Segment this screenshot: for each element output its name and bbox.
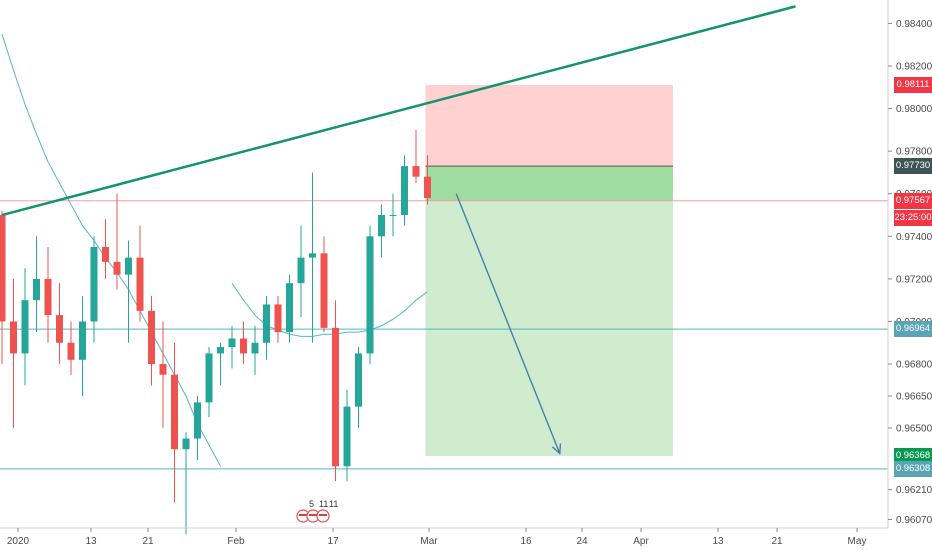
projection-arrow-shaft[interactable] [455,193,561,454]
time-tick-label: 13 [85,536,97,547]
candlesticks [0,129,431,535]
position-zones [425,84,674,457]
candle-body[interactable] [297,257,305,284]
candle-body[interactable] [401,166,408,216]
price-tick-label: 0.96500 [896,423,932,434]
price-label-badge: 0.96368 [894,448,932,465]
price-tick-label: 0.97200 [896,274,932,285]
price-label-badge: 0.96964 [894,321,932,338]
moving-average-line [1,33,428,467]
candle-body[interactable] [148,310,155,365]
time-tick-label: 2020 [7,536,30,547]
time-axis: 2020 13 21 Feb 17 Mar 16 24 Apr 13 21 May [7,528,867,547]
candle-body[interactable] [113,261,121,275]
price-label-badge: 0.96308 [894,460,932,477]
candle-body[interactable] [378,215,385,237]
event-markers: 5 11 11 [296,499,338,523]
candle-body[interactable] [366,236,374,354]
time-tick-label: Mar [420,536,438,547]
take-profit-zone[interactable] [425,166,674,457]
candle-body[interactable] [56,315,63,343]
candle-body[interactable] [251,342,259,354]
trendline [1,5,796,217]
candle-body[interactable] [412,166,420,177]
candle-body[interactable] [21,300,29,354]
price-tick-label: 0.96210 [896,485,932,496]
price-tick-label: 0.96650 [896,392,932,403]
time-tick-label: 24 [576,536,588,547]
price-label-badge: 0.98111 [894,76,932,93]
time-tick-label: Feb [227,536,245,547]
price-tick-label: 0.96800 [896,360,932,371]
stop-loss-zone[interactable] [425,84,674,167]
price-tick-label: 0.97400 [896,232,932,243]
moving-average-segment [231,282,428,337]
time-tick-label: 21 [142,536,154,547]
open-profit-zone [425,166,673,201]
candle-body[interactable] [79,321,86,360]
candle-body[interactable] [0,215,6,322]
candle-body[interactable] [67,342,75,360]
candle-body[interactable] [228,338,236,348]
candle-body[interactable] [90,246,98,322]
projection-arrow-head [551,443,562,455]
candle-body[interactable] [320,253,328,328]
time-tick-label: May [848,536,867,547]
event-count: 11 [329,499,338,509]
flag-stripe [319,514,327,516]
candle-body[interactable] [286,283,293,333]
bar-countdown-badge: 23:25:00 [894,209,932,226]
flag-stripe [309,514,317,516]
time-tick-label: Apr [633,536,649,547]
candle-body[interactable] [136,257,144,311]
price-tick-label: 0.96070 [896,515,932,526]
price-tick-label: 0.98000 [896,104,932,115]
candle-body[interactable] [171,374,178,450]
time-tick-label: 21 [771,536,783,547]
event-count: 5 [309,499,314,509]
candle-body[interactable] [10,321,17,354]
event-count: 11 [319,499,328,509]
time-tick-label: 13 [712,536,724,547]
price-tick-label: 0.98200 [896,62,932,73]
flag-stripe [299,514,307,516]
candle-body[interactable] [44,278,52,316]
candle-body[interactable] [240,338,247,354]
price-label-badge: 0.97567 [894,192,932,209]
candle-body[interactable] [389,215,397,217]
candle-body[interactable] [309,253,316,258]
trendline-segment[interactable] [1,5,796,217]
candle-body[interactable] [205,353,213,403]
candle-body[interactable] [159,364,167,375]
candle-body[interactable] [217,347,224,354]
candle-body[interactable] [182,438,190,450]
time-tick-label: 16 [520,536,532,547]
candle-body[interactable] [355,353,362,407]
projection-arrow [455,193,562,455]
price-tick-label: 0.98400 [896,19,932,30]
candle-body[interactable] [424,176,431,198]
candle-body[interactable] [332,327,339,467]
candle-body[interactable] [274,304,282,333]
candle-body[interactable] [343,406,351,467]
candle-body[interactable] [263,304,270,343]
moving-average-segment [1,33,221,467]
time-tick-label: 17 [327,536,339,547]
candle-body[interactable] [125,257,132,275]
price-label-badge: 0.97730 [894,158,932,175]
candle-body[interactable] [194,402,201,439]
price-tick-label: 0.97800 [896,147,932,158]
candle-body[interactable] [102,246,109,262]
candle-body[interactable] [33,278,40,301]
